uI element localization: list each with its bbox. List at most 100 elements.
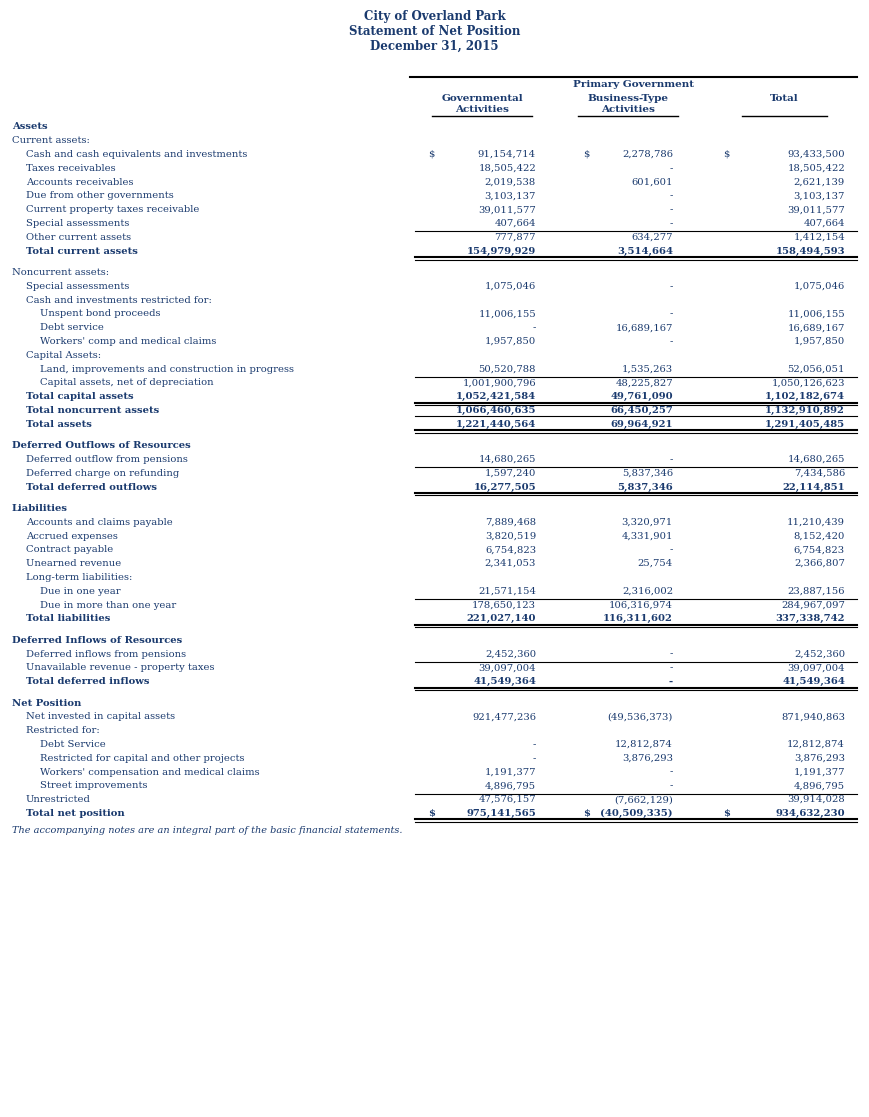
Text: -: - xyxy=(670,191,673,200)
Text: -: - xyxy=(670,281,673,290)
Text: Total deferred inflows: Total deferred inflows xyxy=(26,677,149,686)
Text: Accrued expenses: Accrued expenses xyxy=(26,532,118,541)
Text: 1,412,154: 1,412,154 xyxy=(793,232,845,241)
Text: Deferred Inflows of Resources: Deferred Inflows of Resources xyxy=(12,636,182,645)
Text: 2,452,360: 2,452,360 xyxy=(485,650,536,659)
Text: Restricted for capital and other projects: Restricted for capital and other project… xyxy=(40,754,244,763)
Text: Total liabilities: Total liabilities xyxy=(26,614,110,623)
Text: Capital assets, net of depreciation: Capital assets, net of depreciation xyxy=(40,379,214,388)
Text: 154,979,929: 154,979,929 xyxy=(467,247,536,256)
Text: Deferred charge on refunding: Deferred charge on refunding xyxy=(26,469,179,478)
Text: -: - xyxy=(670,337,673,346)
Text: 221,027,140: 221,027,140 xyxy=(467,614,536,623)
Text: 16,277,505: 16,277,505 xyxy=(474,483,536,491)
Text: Unearned revenue: Unearned revenue xyxy=(26,560,122,569)
Text: -: - xyxy=(669,677,673,686)
Text: 11,006,155: 11,006,155 xyxy=(478,309,536,318)
Text: City of Overland Park: City of Overland Park xyxy=(363,10,506,23)
Text: Deferred Outflows of Resources: Deferred Outflows of Resources xyxy=(12,441,191,450)
Text: Due in more than one year: Due in more than one year xyxy=(40,601,176,610)
Text: -: - xyxy=(533,323,536,332)
Text: 1,191,377: 1,191,377 xyxy=(485,767,536,776)
Text: 2,019,538: 2,019,538 xyxy=(485,178,536,187)
Text: Liabilities: Liabilities xyxy=(12,504,68,513)
Text: Taxes receivables: Taxes receivables xyxy=(26,164,116,173)
Text: Workers' compensation and medical claims: Workers' compensation and medical claims xyxy=(40,767,260,776)
Text: 12,812,874: 12,812,874 xyxy=(615,739,673,750)
Text: Special assessments: Special assessments xyxy=(26,219,129,228)
Text: 39,011,577: 39,011,577 xyxy=(787,206,845,214)
Text: -: - xyxy=(670,164,673,173)
Text: 52,056,051: 52,056,051 xyxy=(787,364,845,373)
Text: Special assessments: Special assessments xyxy=(26,281,129,290)
Text: 11,210,439: 11,210,439 xyxy=(787,518,845,527)
Text: 1,191,377: 1,191,377 xyxy=(793,767,845,776)
Text: -: - xyxy=(670,663,673,672)
Text: Due from other governments: Due from other governments xyxy=(26,191,174,200)
Text: 14,680,265: 14,680,265 xyxy=(479,455,536,464)
Text: 18,505,422: 18,505,422 xyxy=(478,164,536,173)
Text: 2,621,139: 2,621,139 xyxy=(793,178,845,187)
Text: Accounts receivables: Accounts receivables xyxy=(26,178,134,187)
Text: 4,331,901: 4,331,901 xyxy=(621,532,673,541)
Text: 48,225,827: 48,225,827 xyxy=(615,379,673,388)
Text: 25,754: 25,754 xyxy=(638,560,673,569)
Text: 22,114,851: 22,114,851 xyxy=(782,483,845,491)
Text: -: - xyxy=(670,545,673,554)
Text: 934,632,230: 934,632,230 xyxy=(775,809,845,818)
Text: 5,837,346: 5,837,346 xyxy=(617,483,673,491)
Text: (49,536,373): (49,536,373) xyxy=(607,713,673,722)
Text: -: - xyxy=(670,767,673,776)
Text: -: - xyxy=(670,650,673,659)
Text: 8,152,420: 8,152,420 xyxy=(793,532,845,541)
Text: 18,505,422: 18,505,422 xyxy=(787,164,845,173)
Text: 66,450,257: 66,450,257 xyxy=(610,405,673,416)
Text: 2,366,807: 2,366,807 xyxy=(794,560,845,569)
Text: 7,889,468: 7,889,468 xyxy=(485,518,536,527)
Text: Workers' comp and medical claims: Workers' comp and medical claims xyxy=(40,337,216,346)
Text: 2,316,002: 2,316,002 xyxy=(622,586,673,595)
Text: Current assets:: Current assets: xyxy=(12,136,90,145)
Text: 21,571,154: 21,571,154 xyxy=(478,586,536,595)
Text: 16,689,167: 16,689,167 xyxy=(615,323,673,332)
Text: 39,097,004: 39,097,004 xyxy=(478,663,536,672)
Text: Activities: Activities xyxy=(455,105,509,114)
Text: 1,132,910,892: 1,132,910,892 xyxy=(765,405,845,416)
Text: 407,664: 407,664 xyxy=(804,219,845,228)
Text: Deferred outflow from pensions: Deferred outflow from pensions xyxy=(26,455,188,464)
Text: -: - xyxy=(670,219,673,228)
Text: 106,316,974: 106,316,974 xyxy=(609,601,673,610)
Text: 3,103,137: 3,103,137 xyxy=(485,191,536,200)
Text: 39,097,004: 39,097,004 xyxy=(787,663,845,672)
Text: 47,576,157: 47,576,157 xyxy=(478,795,536,804)
Text: Accounts and claims payable: Accounts and claims payable xyxy=(26,518,173,527)
Text: 2,341,053: 2,341,053 xyxy=(485,560,536,569)
Text: 5,837,346: 5,837,346 xyxy=(622,469,673,478)
Text: 634,277: 634,277 xyxy=(632,232,673,241)
Text: Unspent bond proceeds: Unspent bond proceeds xyxy=(40,309,161,318)
Text: 337,338,742: 337,338,742 xyxy=(775,614,845,623)
Text: 16,689,167: 16,689,167 xyxy=(787,323,845,332)
Text: 116,311,602: 116,311,602 xyxy=(603,614,673,623)
Text: Due in one year: Due in one year xyxy=(40,586,121,595)
Text: -: - xyxy=(533,754,536,763)
Text: Governmental: Governmental xyxy=(441,94,523,103)
Text: $: $ xyxy=(583,150,589,159)
Text: 1,075,046: 1,075,046 xyxy=(485,281,536,290)
Text: 1,075,046: 1,075,046 xyxy=(793,281,845,290)
Text: 3,876,293: 3,876,293 xyxy=(794,754,845,763)
Text: Street improvements: Street improvements xyxy=(40,782,148,791)
Text: 4,896,795: 4,896,795 xyxy=(794,782,845,791)
Text: Current property taxes receivable: Current property taxes receivable xyxy=(26,206,199,214)
Text: Other current assets: Other current assets xyxy=(26,232,131,241)
Text: 23,887,156: 23,887,156 xyxy=(787,586,845,595)
Text: 12,812,874: 12,812,874 xyxy=(787,739,845,750)
Text: 39,011,577: 39,011,577 xyxy=(478,206,536,214)
Text: 975,141,565: 975,141,565 xyxy=(467,809,536,818)
Text: Business-Type: Business-Type xyxy=(587,94,668,103)
Text: 3,320,971: 3,320,971 xyxy=(621,518,673,527)
Text: Statement of Net Position: Statement of Net Position xyxy=(348,25,521,38)
Text: 1,001,900,796: 1,001,900,796 xyxy=(462,379,536,388)
Text: 3,103,137: 3,103,137 xyxy=(793,191,845,200)
Text: $: $ xyxy=(583,809,590,818)
